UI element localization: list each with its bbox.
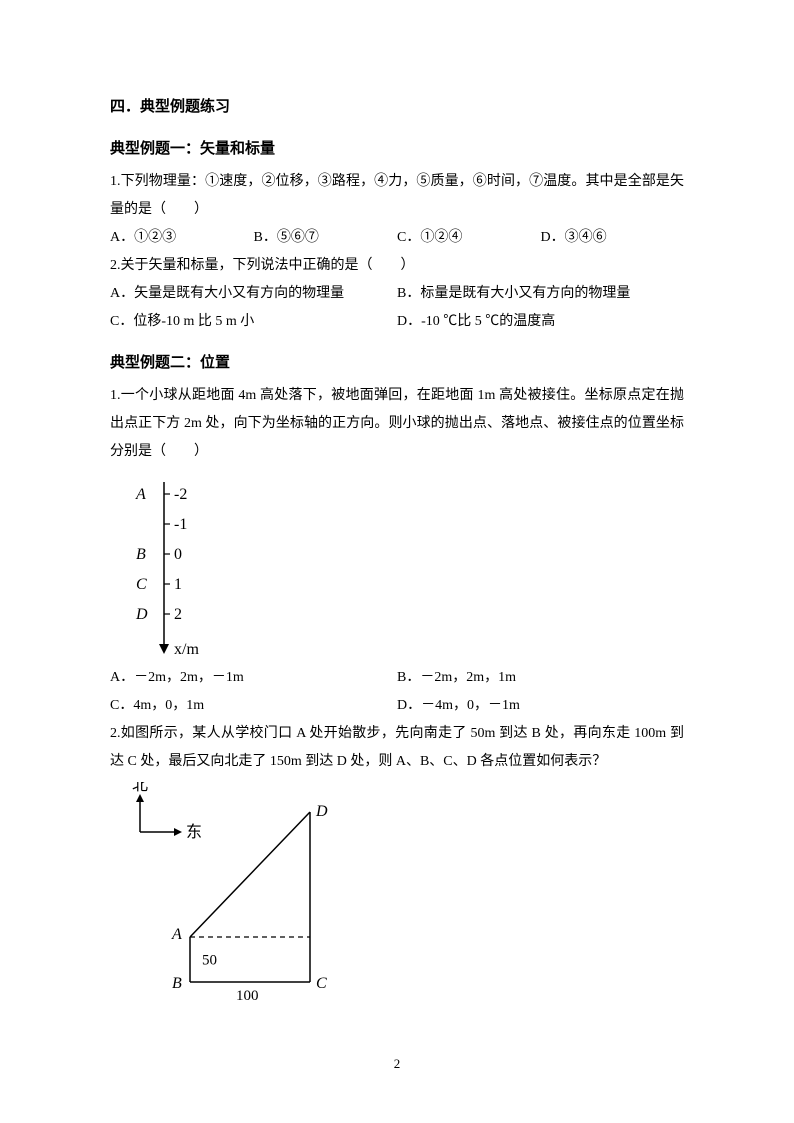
svg-text:C: C	[316, 975, 327, 992]
option-b: B．⑤⑥⑦	[254, 224, 398, 252]
svg-text:A: A	[171, 926, 182, 943]
svg-text:A: A	[135, 486, 146, 503]
topic1-q1-options: A．①②③ B．⑤⑥⑦ C．①②④ D．③④⑥	[110, 224, 684, 252]
svg-text:50: 50	[202, 953, 217, 969]
svg-text:C: C	[136, 576, 147, 593]
svg-text:东: 东	[186, 823, 202, 841]
topic1-q2-stem: 2.关于矢量和标量，下列说法中正确的是（ ）	[110, 252, 684, 280]
svg-text:-2: -2	[174, 486, 187, 503]
walk-diagram: 北东 A B C D 50 100	[110, 782, 684, 1007]
option-d: D．③④⑥	[541, 224, 685, 252]
svg-text:1: 1	[174, 576, 182, 593]
svg-text:100: 100	[236, 988, 259, 1004]
option-d: D．－4m，0，－1m	[397, 692, 684, 720]
svg-text:B: B	[172, 975, 182, 992]
svg-text:2: 2	[174, 606, 182, 623]
option-a: A．①②③	[110, 224, 254, 252]
topic1-q2-options: A．矢量是既有大小又有方向的物理量 B．标量是既有大小又有方向的物理量 C．位移…	[110, 280, 684, 336]
svg-text:B: B	[136, 546, 146, 563]
svg-text:x/m: x/m	[174, 641, 199, 658]
option-a: A．矢量是既有大小又有方向的物理量	[110, 280, 397, 308]
option-d: D．-10 ℃比 5 ℃的温度高	[397, 308, 684, 336]
svg-text:北: 北	[132, 782, 148, 794]
section-title: 四．典型例题练习	[110, 92, 684, 122]
option-b: B．标量是既有大小又有方向的物理量	[397, 280, 684, 308]
option-c: C．位移-10 m 比 5 m 小	[110, 308, 397, 336]
topic1-title: 典型例题一：矢量和标量	[110, 134, 684, 164]
topic2-q2-stem: 2.如图所示，某人从学校门口 A 处开始散步，先向南走了 50m 到达 B 处，…	[110, 720, 684, 776]
option-c: C．4m，0，1m	[110, 692, 397, 720]
option-a: A．－2m，2m，－1m	[110, 664, 397, 692]
topic2-title: 典型例题二：位置	[110, 348, 684, 378]
topic2-q1-stem: 1.一个小球从距地面 4m 高处落下，被地面弹回，在距地面 1m 高处被接住。坐…	[110, 382, 684, 466]
topic1-q1-stem: 1.下列物理量：①速度，②位移，③路程，④力，⑤质量，⑥时间，⑦温度。其中是全部…	[110, 168, 684, 224]
axis-diagram: -2 A -1 0 B 1 C 2 Dx/m	[114, 472, 684, 662]
topic2-q1-options: A．－2m，2m，－1m B．－2m，2m，1m C．4m，0，1m D．－4m…	[110, 664, 684, 720]
svg-text:D: D	[315, 803, 328, 820]
svg-text:0: 0	[174, 546, 182, 563]
option-c: C．①②④	[397, 224, 541, 252]
page: 四．典型例题练习 典型例题一：矢量和标量 1.下列物理量：①速度，②位移，③路程…	[0, 0, 794, 1123]
svg-text:D: D	[135, 606, 148, 623]
page-number: 2	[0, 1051, 794, 1077]
svg-text:-1: -1	[174, 516, 187, 533]
option-b: B．－2m，2m，1m	[397, 664, 684, 692]
